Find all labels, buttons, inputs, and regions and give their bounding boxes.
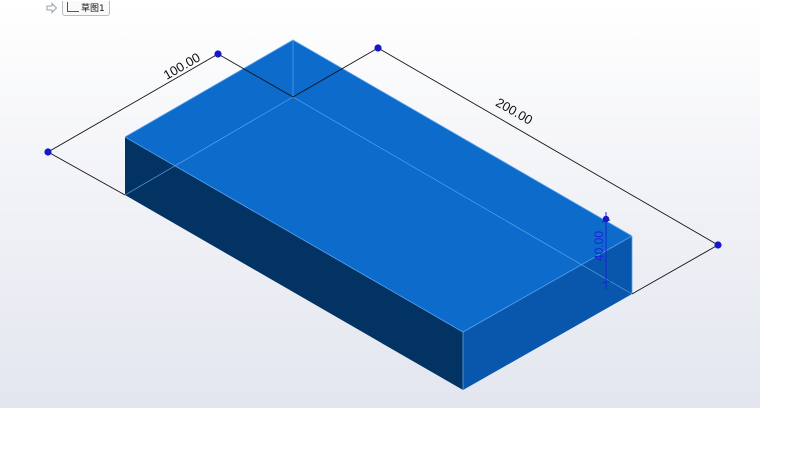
length-dim-handle-right[interactable] (714, 241, 722, 249)
sketch1-feature-item[interactable]: 草图1 (62, 0, 110, 16)
hidden-edges (124, 40, 633, 295)
height-dimension-label[interactable]: 40.00 (592, 231, 606, 261)
sketch1-label: 草图1 (81, 4, 105, 14)
feature-tree-row: 草图1 (46, 0, 110, 16)
length-dimension[interactable] (292, 47, 719, 295)
width-dimension[interactable] (47, 53, 294, 196)
right-margin (760, 0, 800, 450)
box-front-face[interactable] (125, 137, 463, 390)
sketch-icon (67, 1, 79, 12)
width-dim-handle-right[interactable] (214, 50, 222, 58)
height-dim-handle[interactable] (602, 215, 610, 223)
width-dim-handle-left[interactable] (44, 148, 52, 156)
box-top-face[interactable] (125, 40, 632, 332)
width-dimension-label[interactable]: 100.00 (161, 50, 203, 83)
length-dimension-label[interactable]: 200.00 (493, 95, 535, 128)
forward-arrow-icon[interactable] (46, 2, 58, 14)
bottom-margin (0, 408, 800, 450)
box-right-face[interactable] (463, 236, 632, 390)
length-dim-handle-top[interactable] (374, 44, 382, 52)
